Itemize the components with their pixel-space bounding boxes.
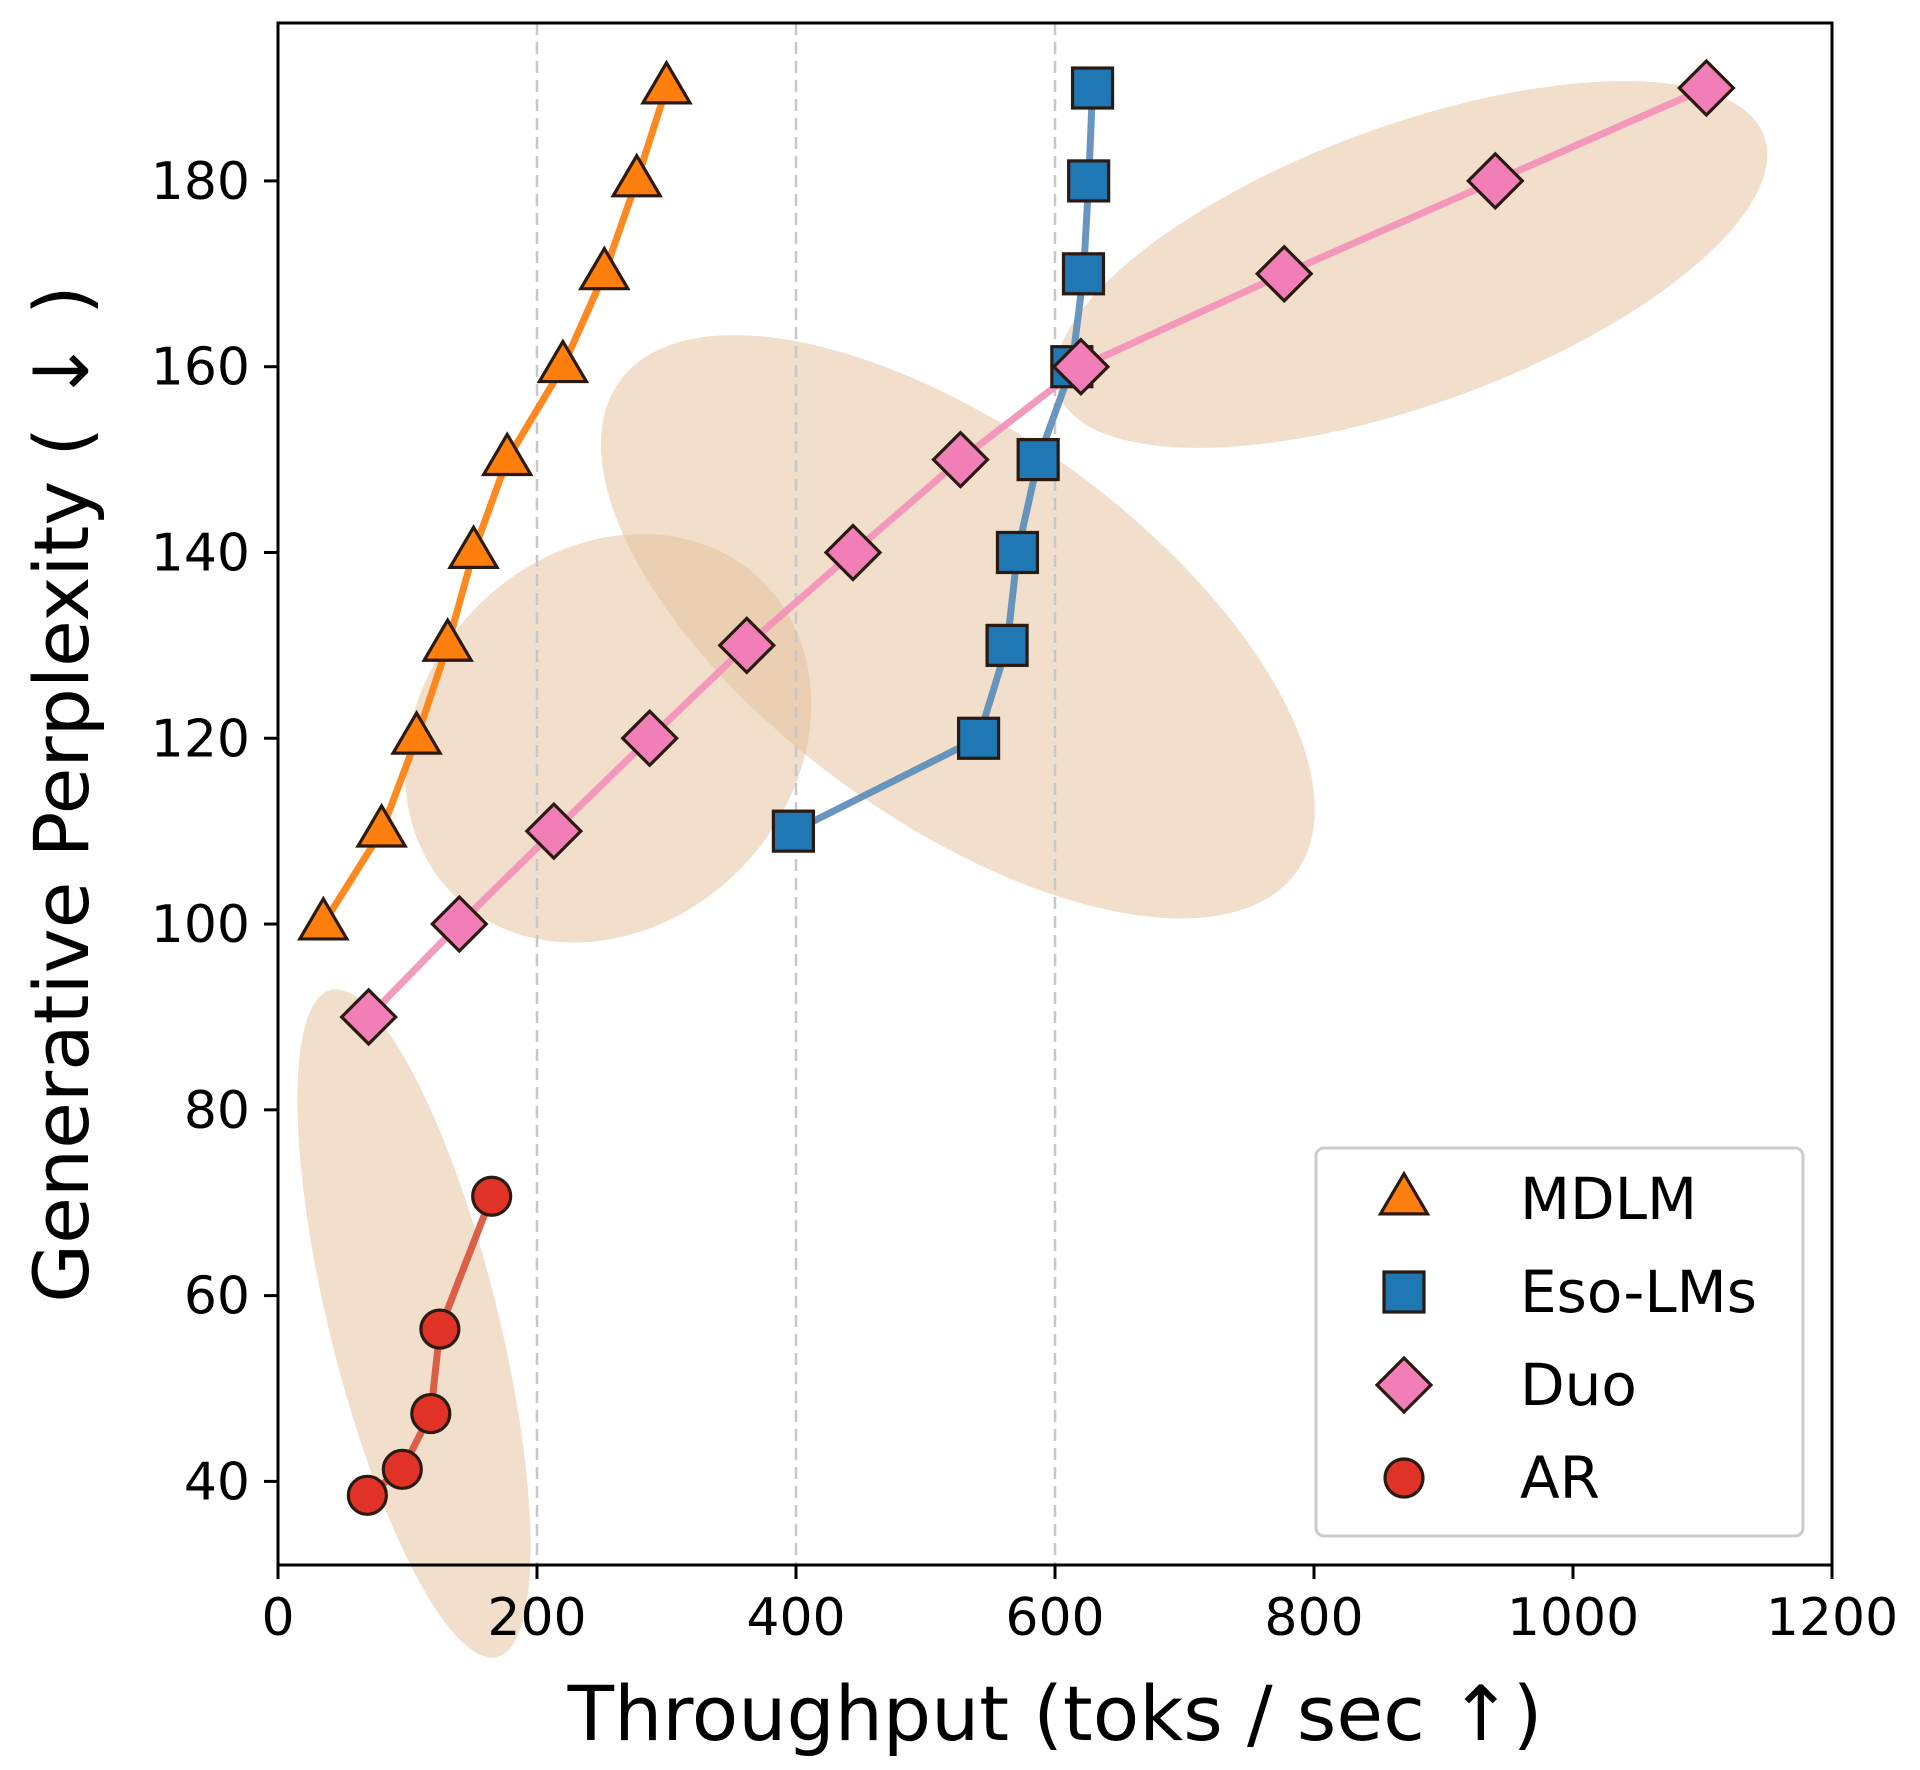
data-point-eso-lms-9 <box>1070 66 1115 110</box>
y-tick-label: 120 <box>151 709 250 769</box>
data-point-duo-7 <box>931 430 990 489</box>
highlight-regions <box>297 81 1768 1658</box>
data-point-duo-11 <box>1677 58 1736 118</box>
data-point-mdlm-7 <box>536 338 590 384</box>
highlight-region-4 <box>1055 81 1768 448</box>
y-tick-label: 80 <box>184 1081 250 1141</box>
legend-items: MDLM Eso-LMs Duo AR <box>1374 1165 1757 1512</box>
y-tick-label: 60 <box>184 1267 250 1327</box>
data-point-ar-1 <box>346 1474 388 1516</box>
x-axis-ticks: 0 200 400 600 800 1000 1200 <box>261 1565 1898 1648</box>
y-tick-label: 140 <box>151 523 250 583</box>
data-point-ar-2 <box>381 1448 423 1490</box>
legend-marker-ar <box>1383 1457 1425 1499</box>
legend-marker-mdlm <box>1377 1170 1431 1216</box>
data-point-eso-lms-7 <box>1061 252 1106 296</box>
x-tick-label: 200 <box>487 1588 586 1648</box>
highlight-region-1 <box>297 989 531 1658</box>
data-point-duo-6 <box>823 523 883 582</box>
x-tick-label: 600 <box>1005 1588 1104 1648</box>
legend-item-ar: AR <box>1383 1444 1600 1512</box>
data-point-mdlm-2 <box>355 802 408 848</box>
data-point-eso-lms-2 <box>956 716 1001 760</box>
data-point-eso-lms-8 <box>1067 159 1111 203</box>
x-tick-label: 800 <box>1264 1588 1363 1648</box>
legend-label-eso-lms: Eso-LMs <box>1520 1258 1757 1326</box>
data-point-eso-lms-5 <box>1016 437 1060 482</box>
x-tick-label: 400 <box>746 1588 845 1648</box>
data-point-eso-lms-4 <box>995 530 1040 575</box>
data-point-mdlm-8 <box>578 245 631 291</box>
series-markers <box>297 58 1736 1516</box>
x-tick-label: 1200 <box>1766 1588 1898 1648</box>
y-axis-ticks: 40 60 80 100 120 140 160 180 <box>151 152 278 1512</box>
data-point-duo-9 <box>1254 244 1314 304</box>
data-point-duo-4 <box>620 709 679 768</box>
legend-box <box>1314 1146 1805 1538</box>
data-point-duo-1 <box>339 987 398 1047</box>
legend-label-duo: Duo <box>1520 1351 1637 1419</box>
legend-marker-duo <box>1374 1355 1434 1415</box>
y-tick-label: 100 <box>151 895 250 955</box>
data-point-duo-8 <box>1051 337 1111 396</box>
x-axis-title: Throughput (toks / sec ↑) <box>567 1669 1543 1758</box>
data-point-duo-5 <box>717 616 777 675</box>
data-point-ar-5 <box>471 1175 513 1217</box>
legend: MDLM Eso-LMs Duo AR <box>1314 1146 1805 1538</box>
data-point-mdlm-6 <box>480 431 534 477</box>
x-tick-label: 0 <box>261 1588 294 1648</box>
data-point-mdlm-3 <box>390 709 443 755</box>
data-point-mdlm-9 <box>610 152 664 198</box>
data-point-mdlm-4 <box>421 617 474 662</box>
data-point-eso-lms-1 <box>771 809 816 853</box>
legend-item-duo: Duo <box>1374 1351 1637 1419</box>
series-line-mdlm <box>319 84 670 928</box>
y-tick-label: 160 <box>151 338 250 398</box>
data-point-mdlm-10 <box>640 59 693 105</box>
data-point-ar-3 <box>410 1392 452 1435</box>
y-tick-label: 180 <box>151 152 250 212</box>
reference-lines <box>535 23 1057 1565</box>
legend-label-ar: AR <box>1520 1444 1600 1512</box>
data-point-eso-lms-3 <box>985 623 1029 667</box>
data-point-mdlm-5 <box>447 524 500 569</box>
data-point-duo-2 <box>430 894 489 954</box>
legend-item-eso-lms: Eso-LMs <box>1382 1258 1757 1326</box>
x-tick-label: 1000 <box>1507 1588 1639 1648</box>
highlight-region-3 <box>600 335 1315 919</box>
y-axis-title: Generative Perplexity ( ↓ ) <box>17 285 106 1302</box>
legend-marker-eso-lms <box>1382 1270 1426 1314</box>
data-point-mdlm-1 <box>297 895 350 941</box>
data-point-duo-10 <box>1466 151 1525 211</box>
y-tick-label: 40 <box>184 1452 250 1512</box>
legend-label-mdlm: MDLM <box>1520 1165 1697 1233</box>
data-point-ar-4 <box>419 1308 461 1350</box>
data-point-duo-3 <box>524 801 584 861</box>
legend-item-mdlm: MDLM <box>1377 1165 1697 1233</box>
